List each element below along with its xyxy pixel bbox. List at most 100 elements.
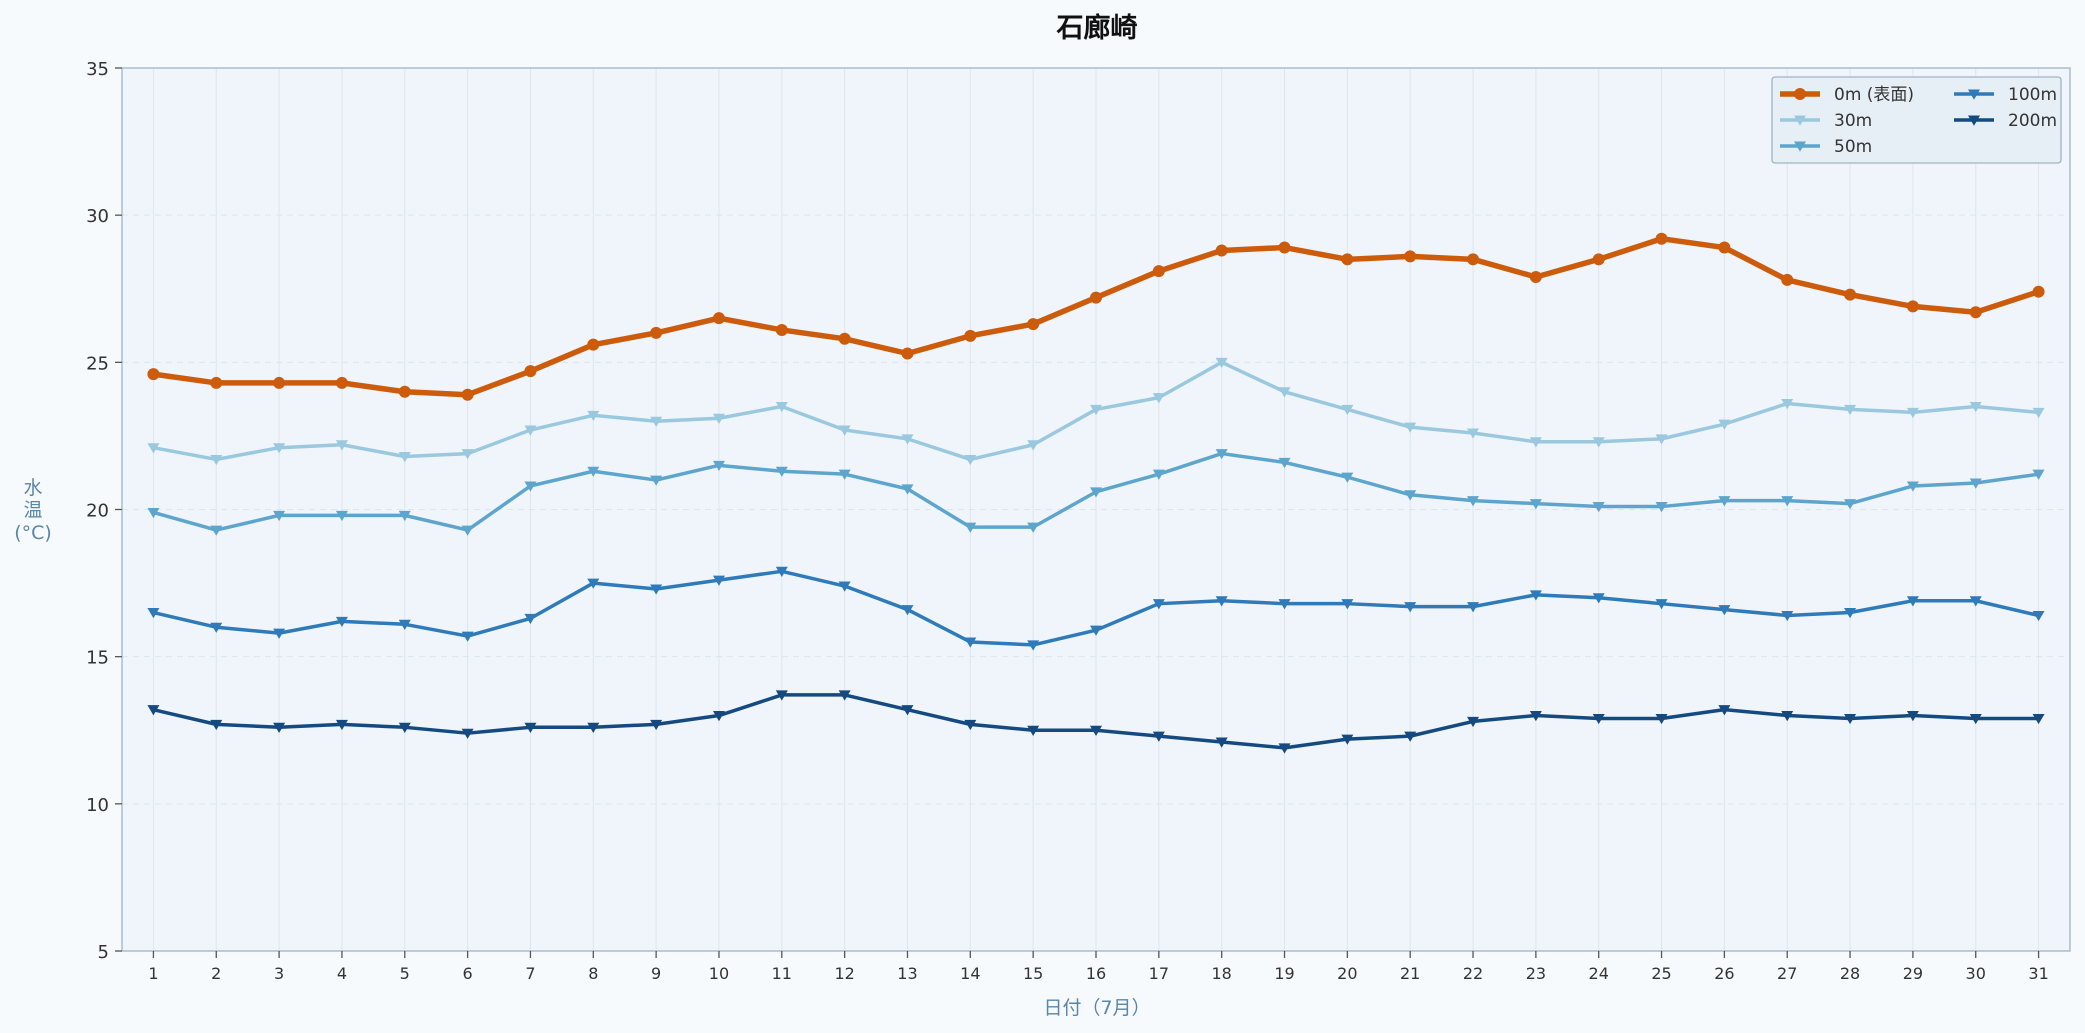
data-point bbox=[650, 719, 663, 731]
data-point bbox=[901, 705, 914, 716]
data-point bbox=[1844, 608, 1857, 619]
data-point bbox=[1529, 590, 1542, 601]
data-point bbox=[838, 332, 851, 345]
data-point bbox=[1655, 713, 1668, 725]
data-point bbox=[1090, 291, 1102, 304]
data-point bbox=[587, 338, 600, 351]
data-point bbox=[1467, 602, 1480, 613]
data-point bbox=[964, 637, 977, 648]
data-point bbox=[210, 376, 223, 389]
data-point bbox=[335, 510, 348, 522]
legend-swatch-marker bbox=[1794, 88, 1806, 100]
data-point bbox=[587, 578, 600, 589]
legend-entry: 100m bbox=[1954, 85, 2057, 105]
data-point bbox=[273, 443, 286, 454]
data-point bbox=[838, 581, 851, 592]
data-point bbox=[1027, 522, 1040, 533]
data-point bbox=[1969, 478, 1982, 489]
data-point bbox=[1906, 596, 1919, 607]
data-point bbox=[964, 329, 977, 342]
data-point bbox=[838, 425, 851, 436]
legend-label: 0m (表面) bbox=[1834, 85, 1914, 105]
data-point bbox=[335, 376, 348, 389]
data-point bbox=[1844, 288, 1857, 301]
series-1 bbox=[147, 357, 2045, 466]
data-point bbox=[1781, 273, 1794, 286]
data-point bbox=[712, 460, 725, 472]
legend-label: 50m bbox=[1834, 137, 1872, 157]
data-point bbox=[1969, 401, 1982, 413]
x-tick-label: 10 bbox=[709, 964, 729, 983]
data-point bbox=[964, 454, 977, 466]
x-tick-label: 1 bbox=[148, 964, 158, 983]
data-point bbox=[901, 434, 914, 445]
legend-entry: 200m bbox=[1954, 111, 2057, 131]
data-point bbox=[524, 481, 537, 492]
data-point bbox=[587, 410, 600, 422]
data-point bbox=[398, 722, 411, 734]
data-point bbox=[461, 728, 474, 739]
data-point bbox=[1592, 593, 1605, 604]
data-point bbox=[1906, 481, 1919, 492]
data-point bbox=[398, 510, 411, 522]
x-tick-label: 6 bbox=[463, 964, 473, 983]
data-point bbox=[524, 425, 537, 436]
data-point bbox=[1718, 705, 1731, 716]
y-tick-label: 15 bbox=[86, 648, 109, 669]
data-point bbox=[1090, 725, 1102, 736]
x-tick-label: 7 bbox=[525, 964, 535, 983]
x-tick-label: 2 bbox=[211, 964, 221, 983]
legend-swatch-marker bbox=[1794, 115, 1806, 126]
data-point bbox=[147, 705, 160, 716]
legend: 0m (表面) 30m 50m 100m 200m bbox=[1771, 76, 2062, 164]
data-point bbox=[1027, 318, 1040, 331]
data-point bbox=[2032, 469, 2045, 480]
x-tick-label: 29 bbox=[1903, 964, 1923, 983]
data-point bbox=[273, 376, 286, 389]
data-point bbox=[2032, 407, 2045, 419]
y-tick-label: 30 bbox=[86, 206, 109, 227]
data-point bbox=[1404, 490, 1417, 501]
data-point bbox=[1655, 232, 1668, 245]
data-point bbox=[1969, 596, 1982, 607]
data-point bbox=[712, 711, 725, 722]
data-point bbox=[838, 690, 851, 701]
legend-label: 100m bbox=[2008, 85, 2057, 105]
data-point bbox=[1781, 711, 1794, 722]
data-point bbox=[398, 452, 411, 463]
data-point bbox=[1467, 253, 1480, 266]
y-tick-label: 25 bbox=[86, 353, 109, 374]
data-point bbox=[273, 722, 286, 734]
data-point bbox=[273, 510, 286, 522]
legend-swatch-marker bbox=[1794, 141, 1806, 152]
data-point bbox=[1341, 404, 1354, 416]
data-point bbox=[1278, 241, 1291, 254]
x-tick-label: 15 bbox=[1023, 964, 1043, 983]
x-tick-label: 8 bbox=[588, 964, 598, 983]
data-point bbox=[1655, 434, 1668, 445]
data-point bbox=[1467, 428, 1480, 439]
data-point bbox=[712, 413, 725, 424]
data-point bbox=[1529, 499, 1542, 510]
data-point bbox=[461, 388, 474, 401]
data-point bbox=[775, 466, 788, 477]
data-point bbox=[1341, 734, 1354, 745]
data-point bbox=[1090, 487, 1102, 498]
legend-entry: 50m bbox=[1780, 137, 1872, 157]
legend-box bbox=[1771, 76, 2062, 164]
data-point bbox=[1278, 387, 1291, 398]
data-point bbox=[1341, 253, 1354, 266]
data-point bbox=[147, 608, 160, 619]
data-point bbox=[1718, 605, 1731, 616]
data-point bbox=[461, 631, 474, 642]
data-point bbox=[712, 575, 725, 586]
data-point bbox=[1529, 270, 1542, 283]
data-point bbox=[650, 326, 663, 339]
data-point bbox=[1341, 472, 1354, 483]
legend-swatch-marker bbox=[1968, 115, 1980, 126]
data-point bbox=[1152, 469, 1165, 480]
data-point bbox=[1592, 713, 1605, 725]
data-point bbox=[1215, 357, 1228, 369]
data-point bbox=[1718, 241, 1731, 254]
